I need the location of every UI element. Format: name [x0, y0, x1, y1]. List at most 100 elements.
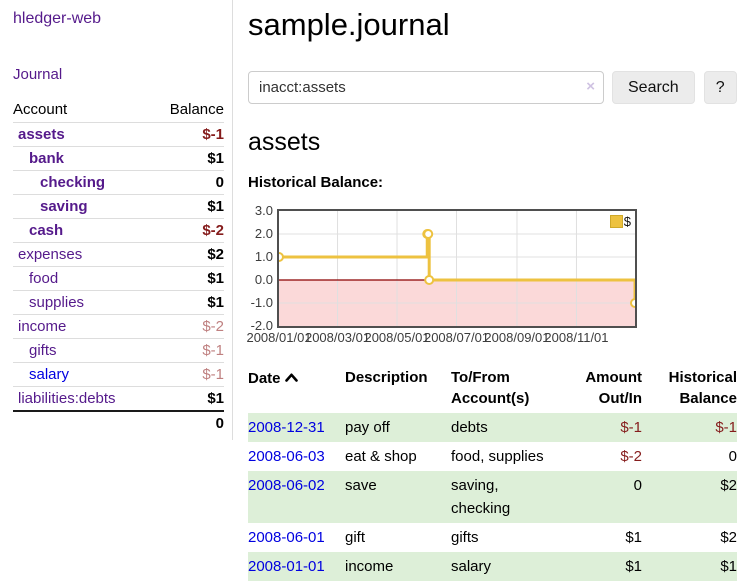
register-amount-cell: $-1 — [557, 413, 642, 442]
sidebar-account-link[interactable]: cash — [29, 222, 64, 239]
register-header-row: Date Description To/From Account(s) Amou… — [248, 365, 737, 413]
register-amount-cell: $-2 — [620, 448, 642, 465]
account-balance: $1 — [151, 266, 224, 291]
account-heading: assets — [248, 128, 321, 156]
chart-legend: $ — [608, 214, 632, 229]
register-description-cell: income — [345, 552, 451, 581]
balance-chart: $ 3.0 2.0 1.0 0.0 -1.0 -2.0 2008/01/01 2008/03… — [246, 204, 742, 349]
account-balance: $1 — [151, 290, 224, 315]
chart-plot-area: $ — [277, 209, 637, 328]
transaction-date-link[interactable]: 2008-06-03 — [248, 448, 325, 465]
sidebar-account-link[interactable]: salary — [29, 366, 70, 383]
search-row: × Search ? — [248, 71, 742, 104]
accounts-total-value: 0 — [151, 410, 224, 435]
transaction-date-link[interactable]: 2008-01-01 — [248, 558, 325, 575]
account-row: liabilities:debts $1 — [13, 386, 224, 411]
register-table-body: 2008-12-31 pay off debts $-1 $-1 2008-06-03 ea… — [248, 413, 737, 581]
account-name-cell: gifts — [13, 338, 152, 363]
register-accounts-cell: saving, checking — [451, 471, 557, 523]
account-row: food $1 — [13, 266, 224, 291]
app-title-link[interactable]: hledger-web — [13, 10, 102, 27]
chart-x-tick-label: 2008/11/01 — [544, 330, 609, 345]
chart-canvas — [279, 211, 635, 326]
chart-y-tick-label: -2.0 — [250, 318, 273, 333]
register-header-description: Description — [345, 369, 428, 386]
sidebar-account-link[interactable]: bank — [29, 150, 65, 167]
sort-asc-icon — [284, 367, 298, 388]
clear-search-icon[interactable]: × — [586, 78, 595, 95]
register-table: Date Description To/From Account(s) Amou… — [248, 365, 737, 581]
sidebar-account-link[interactable]: food — [29, 270, 59, 287]
sidebar-account-link[interactable]: checking — [40, 174, 106, 191]
account-row: saving $1 — [13, 194, 224, 219]
chart-x-tick-label: 2008/03/01 — [304, 330, 371, 345]
account-name-cell: bank — [13, 146, 152, 171]
account-name-cell: expenses — [13, 242, 152, 267]
chart-x-tick-label: 2008/07/01 — [423, 330, 490, 345]
account-row: assets $-1 — [13, 122, 224, 147]
register-balance-cell: $-1 — [642, 413, 737, 442]
account-row: cash $-2 — [13, 218, 224, 243]
register-date-cell: 2008-06-01 — [248, 523, 345, 552]
transaction-date-link[interactable]: 2008-06-02 — [248, 477, 325, 494]
register-date-cell: 2008-01-01 — [248, 552, 345, 581]
account-balance: 0 — [151, 170, 224, 195]
account-row: bank $1 — [13, 146, 224, 171]
account-row: income $-2 — [13, 314, 224, 339]
register-description-cell: gift — [345, 529, 366, 546]
account-balance: $-1 — [151, 338, 224, 363]
account-name-cell: checking — [13, 170, 152, 195]
sidebar-account-link[interactable]: income — [18, 318, 67, 335]
help-button[interactable]: ? — [703, 71, 737, 104]
sidebar-account-link[interactable]: gifts — [29, 342, 57, 359]
sidebar-item-journal[interactable]: Journal — [13, 66, 63, 83]
register-row: 2008-12-31 pay off debts $-1 $-1 — [248, 413, 737, 442]
register-row: 2008-06-03 eat & shop food, supplies $-2 0 — [248, 442, 737, 471]
account-row: checking 0 — [13, 170, 224, 195]
account-balance: $-1 — [151, 362, 224, 387]
register-balance-cell: $2 — [642, 471, 737, 523]
transaction-date-link[interactable]: 2008-12-31 — [248, 419, 325, 436]
register-header-date-label: Date — [248, 370, 281, 387]
accounts-total-row: 0 — [13, 410, 224, 435]
register-row: 2008-06-02 save saving, checking 0 $2 — [248, 471, 737, 523]
accounts-header-balance: Balance — [169, 101, 224, 118]
register-amount-cell: $1 — [625, 529, 642, 546]
register-description-cell: save — [345, 471, 451, 523]
register-amount-cell: 0 — [557, 471, 642, 523]
register-header-balance: Historical Balance — [668, 369, 737, 407]
chart-x-tick-label: 2008/01/01 — [246, 330, 312, 345]
search-input[interactable] — [248, 71, 604, 104]
chart-x-tick-label: 2008/09/01 — [484, 330, 550, 345]
sidebar-account-link[interactable]: saving — [40, 198, 88, 215]
legend-label: $ — [623, 214, 631, 229]
register-balance-cell: $2 — [720, 529, 737, 546]
register-balance-cell: 0 — [728, 448, 737, 465]
sidebar-account-link[interactable]: supplies — [29, 294, 85, 311]
account-row: expenses $2 — [13, 242, 224, 267]
sidebar-account-link[interactable]: assets — [18, 126, 65, 143]
main-content: sample.journal × Search ? assets Histori… — [246, 0, 742, 581]
account-balance: $-1 — [151, 122, 224, 147]
sidebar-account-link[interactable]: expenses — [18, 246, 83, 263]
accounts-table: Account Balance assets $-1 bank $1 checking 0… — [13, 98, 224, 435]
account-row: salary $-1 — [13, 362, 224, 387]
search-button[interactable]: Search — [612, 71, 695, 104]
transaction-date-link[interactable]: 2008-06-01 — [248, 529, 325, 546]
register-description-cell: pay off — [345, 413, 451, 442]
sidebar-account-link[interactable]: liabilities:debts — [18, 390, 116, 407]
register-header-date[interactable]: Date — [248, 365, 345, 413]
register-description-cell: eat & shop — [345, 448, 417, 465]
register-row: 2008-01-01 income salary $1 $1 — [248, 552, 737, 581]
register-accounts-cell: food, supplies — [451, 448, 544, 465]
account-name-cell: salary — [13, 362, 152, 387]
account-name-cell: saving — [13, 194, 152, 219]
search-box: × — [248, 71, 604, 104]
register-accounts-cell: salary — [451, 552, 557, 581]
chart-title: Historical Balance: — [248, 174, 384, 191]
register-header-amount: Amount Out/In — [585, 369, 642, 407]
account-row: gifts $-1 — [13, 338, 224, 363]
register-date-cell: 2008-06-02 — [248, 471, 345, 523]
chart-x-tick-label: 2008/05/01 — [364, 330, 430, 345]
account-name-cell: supplies — [13, 290, 152, 315]
